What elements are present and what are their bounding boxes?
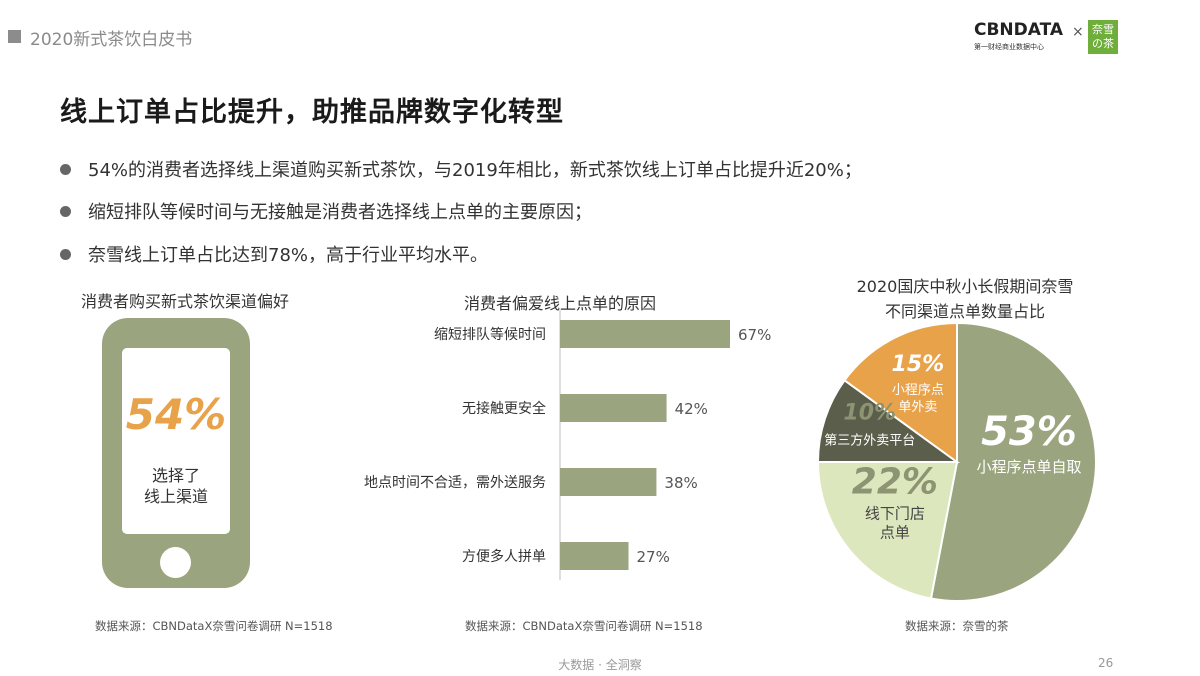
bar-chart-source: 数据来源：CBNDataX奈雪问卷调研 N=1518 bbox=[465, 619, 703, 633]
bar bbox=[560, 320, 730, 348]
bar-category-label: 方便多人拼单 bbox=[462, 548, 546, 565]
cbndata-logo-subtitle: 第一财经商业数据中心 bbox=[974, 43, 1044, 51]
bar bbox=[560, 394, 667, 422]
bar-category-label: 无接触更安全 bbox=[462, 400, 546, 417]
phone-section-title: 消费者购买新式茶饮渠道偏好 bbox=[80, 292, 289, 311]
phone-screen: 54% 选择了 线上渠道 bbox=[122, 348, 230, 534]
bar-value-label: 38% bbox=[664, 474, 697, 492]
online-channel-percent: 54% bbox=[125, 390, 227, 439]
bullet-dot-icon bbox=[60, 163, 71, 175]
bullet-text: 缩短排队等候时间与无接触是消费者选择线上点单的主要原因； bbox=[88, 202, 592, 223]
bar bbox=[560, 542, 629, 570]
bar-category-label: 缩短排队等候时间 bbox=[434, 326, 546, 343]
pie-slice bbox=[816, 378, 961, 463]
page-number: 26 bbox=[1098, 656, 1114, 670]
bullet-item: 54%的消费者选择线上渠道购买新式茶饮，与2019年相比，新式茶饮线上订单占比提… bbox=[60, 156, 862, 182]
bullet-text: 奈雪线上订单占比达到78%，高于行业平均水平。 bbox=[88, 245, 489, 266]
bar-value-label: 27% bbox=[637, 548, 670, 566]
header-marker bbox=[8, 30, 21, 43]
pie-slice-label: 第三方外卖平台 bbox=[824, 433, 915, 449]
logo: CBNDATA 第一财经商业数据中心 × 奈雪 の茶 bbox=[972, 18, 1132, 58]
bar bbox=[560, 468, 657, 496]
pie-slice-label: 单外卖 bbox=[898, 400, 937, 415]
pie-slice bbox=[843, 321, 958, 464]
pie-chart-title-line2: 不同渠道点单数量占比 bbox=[884, 302, 1045, 321]
nayuki-logo: 奈雪 の茶 bbox=[1088, 20, 1118, 54]
bar-category-label: 地点时间不合适，需外送服务 bbox=[364, 475, 546, 491]
bullet-text: 54%的消费者选择线上渠道购买新式茶饮，与2019年相比，新式茶饮线上订单占比提… bbox=[88, 160, 862, 181]
nayuki-logo-line2: の茶 bbox=[1092, 37, 1114, 50]
phone-caption-line2: 线上渠道 bbox=[143, 487, 208, 506]
cbndata-logo: CBNDATA bbox=[974, 20, 1064, 40]
pie-value-label: 22% bbox=[852, 461, 938, 502]
nayuki-logo-line1: 奈雪 bbox=[1092, 23, 1114, 36]
pie-chart-title-line1: 2020国庆中秋小长假期间奈雪 bbox=[856, 277, 1074, 296]
bullet-dot-icon bbox=[60, 205, 71, 217]
pie-slice bbox=[929, 321, 1097, 602]
phone-section-source: 数据来源：CBNDataX奈雪问卷调研 N=1518 bbox=[95, 619, 333, 633]
page-title: 线上订单占比提升，助推品牌数字化转型 bbox=[60, 97, 564, 128]
pie-slice-label: 点单 bbox=[880, 523, 910, 541]
phone-caption-line1: 选择了 bbox=[151, 466, 200, 485]
bullet-dot-icon bbox=[60, 248, 71, 260]
bullet-item: 奈雪线上订单占比达到78%，高于行业平均水平。 bbox=[60, 241, 488, 267]
phone-icon: 54% 选择了 线上渠道 bbox=[102, 318, 250, 588]
footer-slogan: 大数据 · 全洞察 bbox=[558, 658, 642, 672]
pie-slice-label: 小程序点单自取 bbox=[976, 458, 1081, 476]
bar-chart: 缩短排队等候时间 67% 无接触更安全 42% 地点时间不合适，需外送服务 38% 方便多人… bbox=[364, 310, 771, 580]
logo-times-icon: × bbox=[1072, 24, 1084, 40]
bullet-item: 缩短排队等候时间与无接触是消费者选择线上点单的主要原因； bbox=[60, 198, 592, 224]
bar-value-label: 42% bbox=[675, 400, 708, 418]
bar-chart-title: 消费者偏爱线上点单的原因 bbox=[463, 294, 656, 313]
pie-value-label: 10% bbox=[843, 401, 896, 426]
bar-value-label: 67% bbox=[738, 326, 771, 344]
pie-value-label: 53% bbox=[981, 409, 1077, 455]
pie-chart-title: 2020国庆中秋小长假期间奈雪 不同渠道点单数量占比 bbox=[800, 274, 1130, 324]
pie-slice bbox=[816, 461, 959, 600]
pie-value-label: 15% bbox=[892, 352, 945, 377]
phone-home-button bbox=[160, 547, 191, 578]
report-title: 2020新式茶饮白皮书 bbox=[30, 30, 193, 50]
pie-slice-label: 线下门店 bbox=[865, 504, 925, 522]
pie-slice-label: 小程序点 bbox=[892, 383, 944, 398]
pie-chart-source: 数据来源：奈雪的茶 bbox=[905, 619, 1009, 633]
